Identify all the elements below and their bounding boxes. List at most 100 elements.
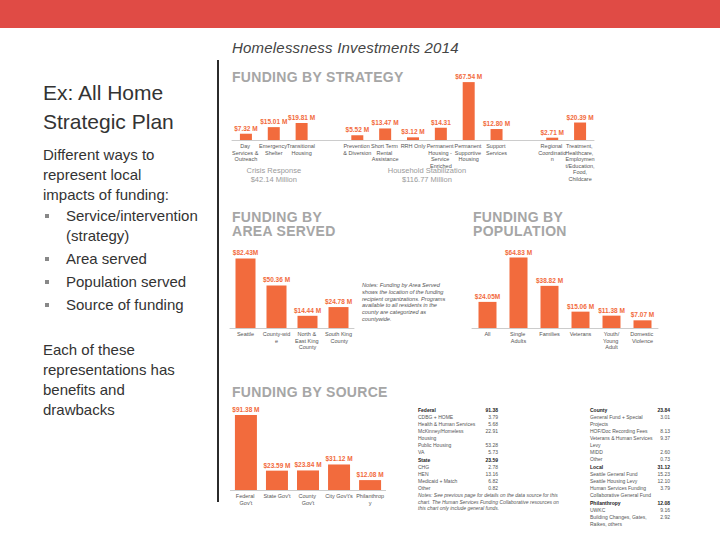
- svg-text:Services &: Services &: [232, 150, 260, 156]
- svg-text:East King: East King: [295, 338, 320, 344]
- svg-text:Crisis Response: Crisis Response: [246, 166, 301, 175]
- svg-text:$42.14 Million: $42.14 Million: [251, 175, 297, 184]
- svg-text:$24.78 M: $24.78 M: [325, 298, 352, 306]
- svg-text:$12.08 M: $12.08 M: [357, 471, 384, 479]
- svg-text:Coordinatio: Coordinatio: [538, 150, 566, 156]
- svg-text:Short Term: Short Term: [371, 143, 399, 149]
- svg-text:Outreach: Outreach: [235, 156, 258, 162]
- svg-text:$82.43M: $82.43M: [233, 249, 258, 257]
- svg-text:$67.54 M: $67.54 M: [455, 73, 482, 81]
- html-text:Notes: Funding by Area Served: Notes: Funding by Area Served shows the …: [362, 282, 446, 322]
- svg-text:Philanthrop: Philanthrop: [356, 493, 384, 499]
- svg-text:Prevention: Prevention: [343, 143, 371, 149]
- svg-text:$14.44 M: $14.44 M: [294, 307, 321, 315]
- svg-text:Healthcare,: Healthcare,: [565, 150, 595, 156]
- svg-text:Emergency: Emergency: [259, 143, 288, 149]
- html-text:Population served: Population served: [66, 273, 187, 290]
- svg-text:Gov't: Gov't: [240, 500, 253, 506]
- svg-text:& Diversion: & Diversion: [343, 150, 371, 156]
- svg-text:$13.47 M: $13.47 M: [372, 119, 399, 127]
- html-text:Notes: See previous page for d: Notes: See previous page for details on …: [418, 492, 559, 511]
- svg-text:Treatment,: Treatment,: [566, 143, 594, 149]
- html-text:Source of funding: Source of funding: [66, 296, 184, 313]
- svg-text:Young: Young: [603, 338, 620, 344]
- svg-text:County: County: [299, 493, 318, 499]
- html-text:Service/intervention (strategy: Service/intervention (strategy): [66, 207, 198, 244]
- svg-text:Services: Services: [486, 150, 507, 156]
- svg-text:$3.12 M: $3.12 M: [401, 128, 425, 136]
- html-text:Each of these representations: Each of these representations has benefi…: [43, 341, 175, 418]
- svg-text:Day: Day: [240, 143, 251, 149]
- svg-text:Support: Support: [486, 143, 507, 149]
- svg-text:$31.12 M: $31.12 M: [325, 455, 352, 463]
- svg-text:$50.36 M: $50.36 M: [263, 276, 290, 284]
- svg-text:$14.31: $14.31: [431, 119, 451, 127]
- svg-text:Assistance: Assistance: [372, 156, 399, 162]
- svg-text:Permanent: Permanent: [427, 143, 455, 149]
- svg-text:Families: Families: [539, 331, 560, 337]
- svg-text:$64.83 M: $64.83 M: [505, 249, 532, 257]
- svg-text:Childcare: Childcare: [568, 176, 591, 182]
- svg-text:$7.32 M: $7.32 M: [234, 125, 258, 133]
- svg-text:Adult: Adult: [605, 344, 618, 350]
- svg-text:Transitional: Transitional: [287, 143, 317, 149]
- svg-text:Federal: Federal: [236, 493, 256, 499]
- svg-text:Housing -: Housing -: [428, 150, 453, 156]
- svg-text:Adults: Adults: [511, 338, 527, 344]
- svg-text:South King: South King: [325, 331, 352, 337]
- svg-text:n: n: [551, 156, 554, 162]
- svg-text:$91.38 M: $91.38 M: [232, 406, 259, 414]
- svg-text:$38.82 M: $38.82 M: [536, 277, 563, 285]
- svg-text:Shelter: Shelter: [265, 150, 283, 156]
- html-text:FUNDING BY STRATEGY: FUNDING BY STRATEGY: [232, 69, 404, 85]
- svg-text:All: All: [484, 331, 490, 337]
- svg-text:$2.71 M: $2.71 M: [540, 129, 564, 137]
- html-text:FUNDING BY AREA SERVED: FUNDING BY AREA SERVED: [232, 209, 336, 239]
- html-text:FUNDING BY POPULATION: FUNDING BY POPULATION: [473, 209, 567, 239]
- svg-text:County: County: [299, 344, 317, 350]
- svg-text:RRH Only: RRH Only: [401, 143, 426, 149]
- svg-text:Service: Service: [431, 156, 451, 162]
- svg-text:Household Stabilization: Household Stabilization: [388, 166, 466, 175]
- svg-text:Enriched: Enriched: [430, 163, 452, 169]
- svg-text:Housing: Housing: [459, 156, 479, 162]
- svg-text:Supportive: Supportive: [455, 150, 483, 156]
- svg-text:County: County: [329, 338, 348, 344]
- svg-text:$20.39 M: $20.39 M: [567, 114, 594, 122]
- svg-text:Veterans: Veterans: [570, 331, 592, 337]
- html-text:Area served: Area served: [66, 250, 147, 267]
- svg-text:$15.01 M: $15.01 M: [260, 118, 287, 126]
- svg-text:Food,: Food,: [572, 169, 589, 175]
- html-text:Ex: All Home Strategic Plan: Ex: All Home Strategic Plan: [43, 81, 174, 133]
- svg-text:Permanent: Permanent: [454, 143, 482, 149]
- svg-text:$15.06 M: $15.06 M: [567, 303, 594, 311]
- svg-text:Housing: Housing: [292, 150, 312, 156]
- html-text:Homelessness Investments 2014: Homelessness Investments 2014: [232, 39, 459, 56]
- svg-text:Violence: Violence: [632, 338, 653, 344]
- svg-text:$19.81 M: $19.81 M: [288, 114, 315, 122]
- svg-text:$24.05M: $24.05M: [475, 293, 500, 301]
- svg-text:e: e: [275, 338, 278, 344]
- svg-text:Single: Single: [510, 331, 527, 337]
- svg-text:$11.38 M: $11.38 M: [598, 307, 625, 315]
- svg-text:Rental: Rental: [376, 150, 393, 156]
- svg-text:$116.77 Million: $116.77 Million: [402, 175, 452, 184]
- svg-text:Seattle: Seattle: [237, 331, 254, 337]
- svg-text:County-wid: County-wid: [263, 331, 291, 337]
- svg-text:$7.07 M: $7.07 M: [631, 311, 655, 319]
- svg-text:North &: North &: [297, 331, 317, 337]
- svg-text:t/Education,: t/Education,: [566, 163, 596, 169]
- svg-text:Regional: Regional: [541, 143, 564, 149]
- svg-text:State Gov't: State Gov't: [263, 493, 291, 499]
- svg-text:Employmen: Employmen: [566, 156, 595, 162]
- svg-text:City Gov't's: City Gov't's: [325, 493, 353, 499]
- svg-text:$23.59 M: $23.59 M: [263, 462, 290, 470]
- svg-text:Gov't: Gov't: [302, 500, 315, 506]
- svg-text:y: y: [369, 500, 372, 506]
- html-text:Different ways to represent lo: Different ways to represent local impact…: [43, 146, 169, 203]
- svg-text:Youth/: Youth/: [604, 331, 620, 337]
- svg-text:Domestic: Domestic: [630, 331, 654, 337]
- svg-text:$23.84 M: $23.84 M: [294, 461, 321, 469]
- svg-text:$5.52 M: $5.52 M: [346, 126, 370, 134]
- svg-text:$12.80 M: $12.80 M: [483, 120, 510, 128]
